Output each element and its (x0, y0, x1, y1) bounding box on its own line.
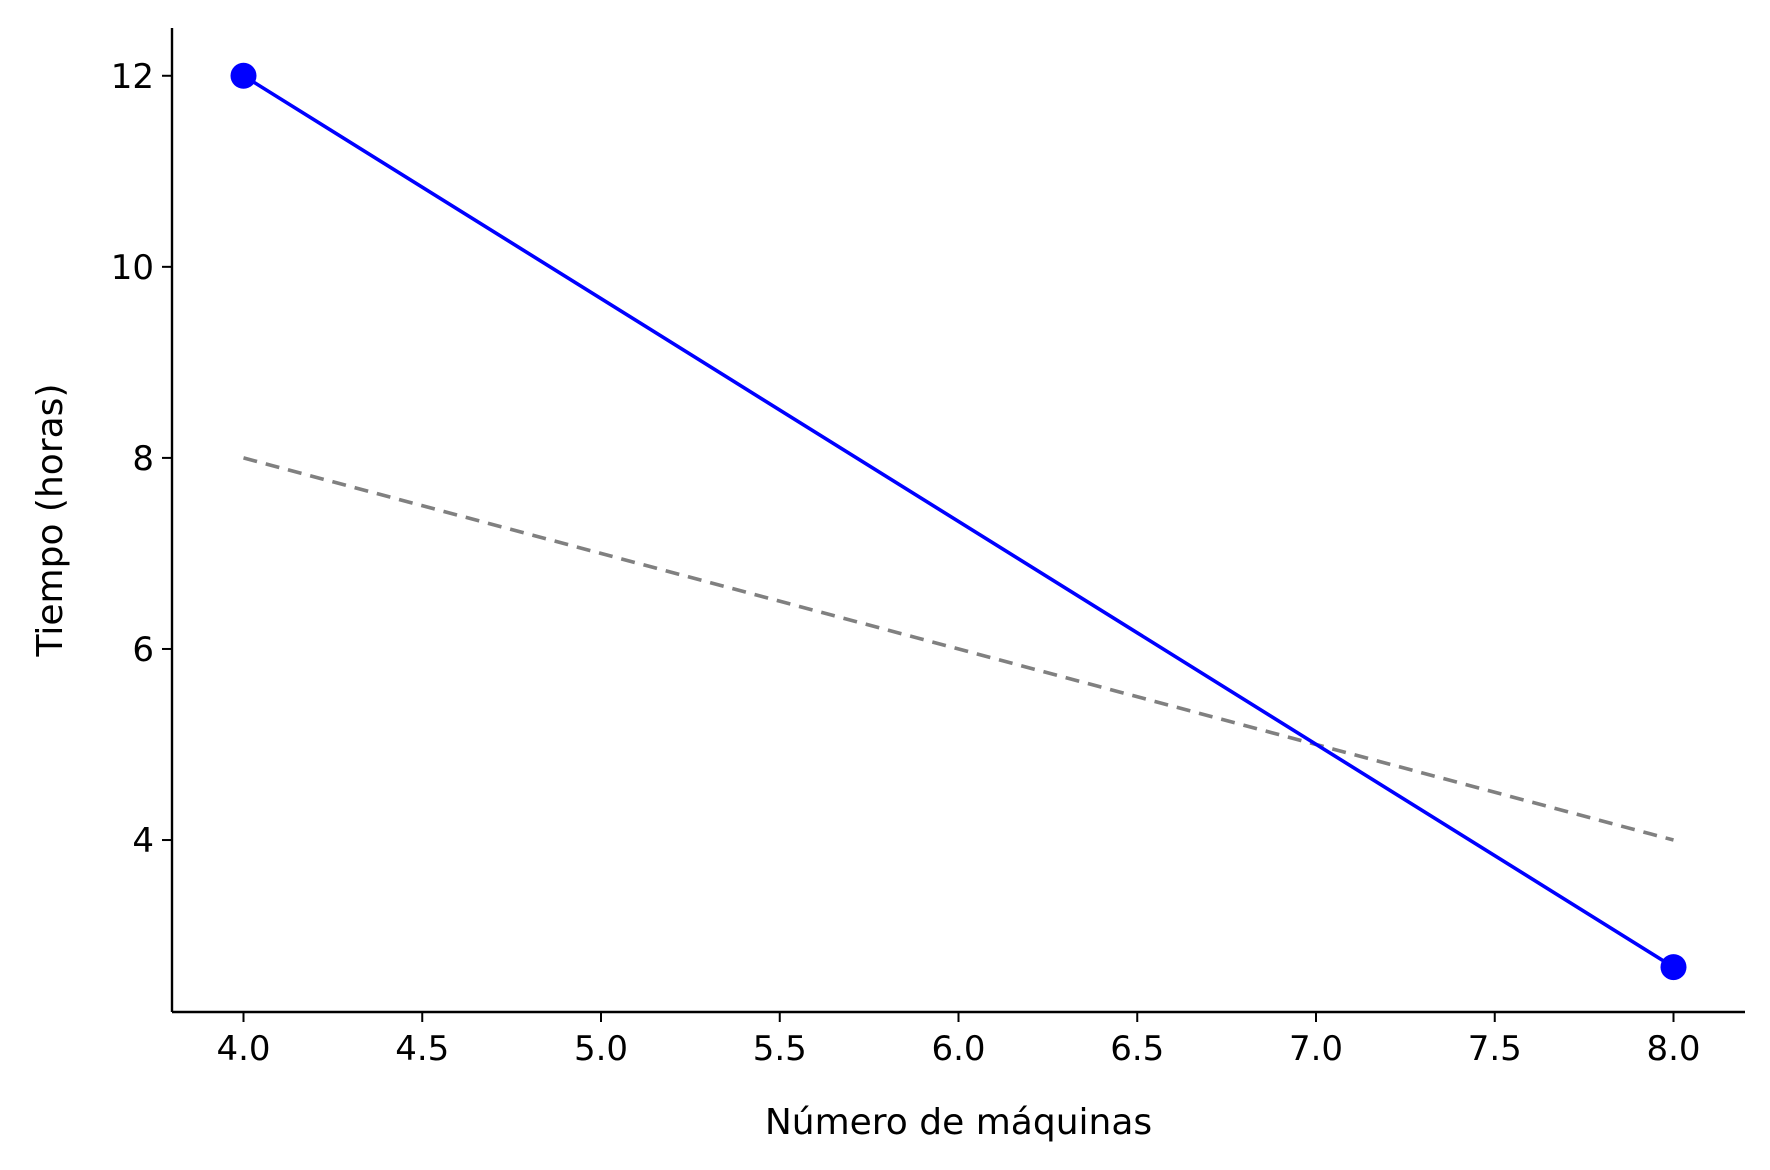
y-tick-label: 4 (132, 821, 154, 861)
series-line (241, 73, 1676, 969)
x-tick-label: 6.0 (931, 1029, 985, 1069)
x-tick-label: 4.0 (216, 1029, 270, 1069)
y-axis-title: Tiempo (horas) (30, 384, 71, 658)
x-tick-label: 5.0 (574, 1029, 628, 1069)
x-tick-label: 7.5 (1468, 1029, 1522, 1069)
plot-area (230, 62, 1687, 981)
y-tick-label: 10 (111, 248, 154, 288)
x-tick-label: 4.5 (395, 1029, 449, 1069)
reference-line (243, 456, 1674, 842)
x-tick-label: 7.0 (1289, 1029, 1343, 1069)
data-point (1660, 954, 1687, 981)
y-tick-label: 12 (111, 57, 154, 97)
data-point (230, 62, 257, 89)
x-ticks: 4.0 4.5 5.0 5.5 6.0 6.5 7.0 7.5 8.0 (216, 1012, 1701, 1069)
x-tick-label: 8.0 (1646, 1029, 1700, 1069)
y-tick-label: 8 (132, 439, 154, 479)
x-tick-label: 5.5 (753, 1029, 807, 1069)
y-ticks: 4 6 8 10 12 (111, 57, 172, 861)
y-tick-label: 6 (132, 630, 154, 670)
x-tick-label: 6.5 (1110, 1029, 1164, 1069)
x-axis-title: Número de máquinas (765, 1102, 1152, 1143)
